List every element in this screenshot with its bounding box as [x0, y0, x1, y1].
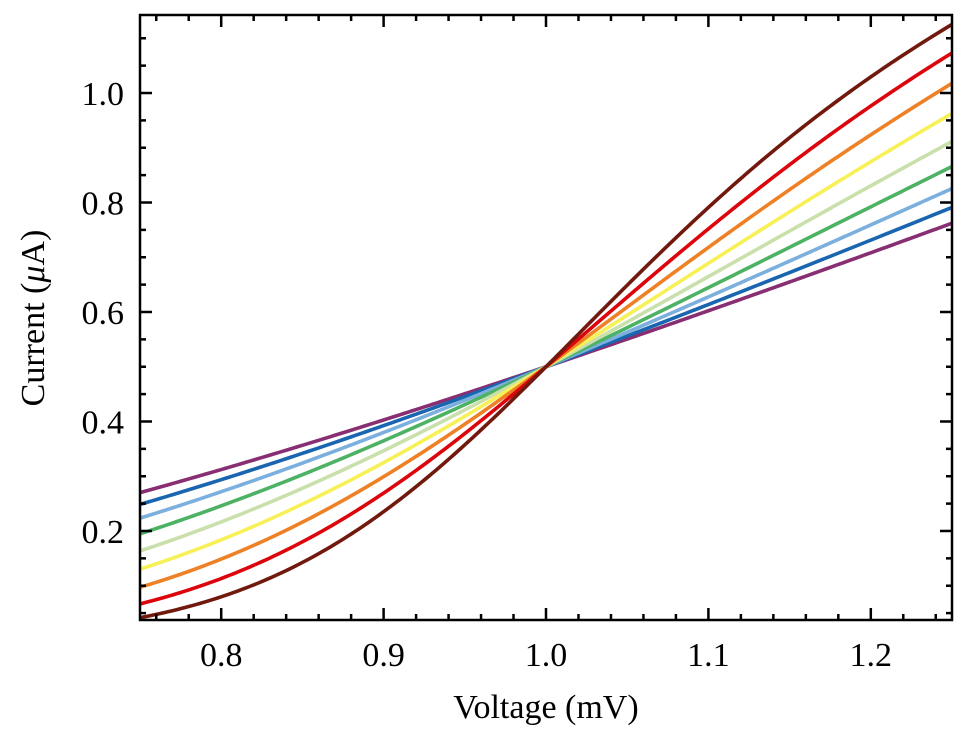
series-lines: [140, 22, 952, 620]
series-line-1: [140, 221, 952, 495]
y-tick-label: 0.6: [82, 295, 125, 332]
x-tick-label: 0.9: [362, 637, 405, 674]
plot-frame: [138, 13, 954, 622]
series-line-2: [140, 205, 952, 507]
series-line-7: [140, 81, 952, 589]
y-axis-label-suffix: A): [15, 230, 52, 266]
x-tick-label: 1.1: [687, 637, 730, 674]
y-tick-label: 0.4: [82, 404, 125, 441]
x-tick-label: 1.2: [850, 637, 893, 674]
series-line-3: [140, 186, 952, 520]
x-tick-label: 0.8: [200, 637, 243, 674]
x-tick-label: 1.0: [525, 637, 568, 674]
y-tick-labels: 0.2 0.4 0.6 0.8 1.0: [82, 76, 125, 551]
y-tick-label: 0.8: [82, 186, 125, 223]
series-line-6: [140, 111, 952, 571]
y-tick-label: 0.2: [82, 514, 125, 551]
series-line-9: [140, 22, 952, 620]
y-axis-label-prefix: Current (: [15, 283, 52, 407]
y-axis-label: Current (μA): [15, 230, 52, 407]
x-tick-labels: 0.8 0.9 1.0 1.1 1.2: [200, 637, 892, 674]
x-axis-label: Voltage (mV): [453, 689, 638, 726]
y-tick-label: 1.0: [82, 76, 125, 113]
y-axis-label-mu: μ: [15, 266, 52, 284]
